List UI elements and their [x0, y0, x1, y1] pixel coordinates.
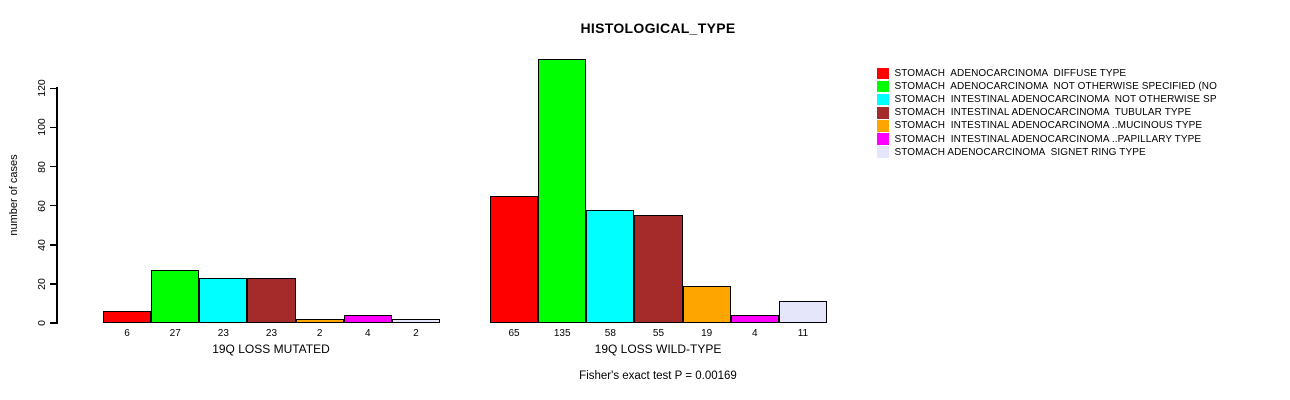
legend-label: STOMACH INTESTINAL ADENOCARCINOMA NOT OT… [894, 94, 1217, 106]
legend-item: STOMACH INTESTINAL ADENOCARCINOMA NOT OT… [877, 93, 1217, 106]
y-tick-label: 20 [36, 278, 48, 290]
bar [682, 285, 731, 323]
legend-label: STOMACH ADENOCARCINOMA NOT OTHERWISE SPE… [894, 81, 1217, 93]
bar-value-label: 2 [316, 328, 323, 339]
legend-label: STOMACH INTESTINAL ADENOCARCINOMA TUBULA… [894, 107, 1192, 119]
legend-item: STOMACH INTESTINAL ADENOCARCINOMA ..PAPI… [877, 132, 1217, 145]
y-tick-mark [50, 322, 56, 324]
bar [343, 315, 392, 323]
y-axis-line [56, 87, 58, 324]
bar [538, 58, 587, 323]
bar [391, 319, 440, 323]
bar-value-label: 19 [701, 328, 713, 339]
x-group-label-wildtype: 19Q LOSS WILD-TYPE [594, 342, 722, 356]
legend-item: STOMACH ADENOCARCINOMA DIFFUSE TYPE [877, 67, 1217, 80]
legend-label: STOMACH INTESTINAL ADENOCARCINOMA ..MUCI… [894, 120, 1203, 132]
bar-value-label: 6 [124, 328, 130, 339]
bar [730, 315, 779, 323]
y-tick-mark [50, 204, 56, 207]
legend-color-swatch [877, 107, 889, 119]
legend-color-swatch [877, 93, 889, 106]
bar [586, 209, 635, 323]
y-tick-label: 120 [36, 79, 48, 98]
legend-item: STOMACH INTESTINAL ADENOCARCINOMA TUBULA… [877, 106, 1217, 119]
bar [103, 311, 152, 323]
bar-value-label: 2 [413, 328, 419, 339]
bar-value-label: 65 [508, 328, 520, 339]
y-tick-label: 0 [36, 320, 48, 326]
bar [490, 195, 539, 323]
legend-label: STOMACH INTESTINAL ADENOCARCINOMA ..PAPI… [894, 133, 1202, 145]
fishers-test-caption: Fisher's exact test P = 0.00169 [579, 370, 737, 382]
bar-value-label: 23 [217, 328, 229, 339]
legend-color-swatch [877, 120, 889, 132]
bar-value-label: 23 [265, 328, 278, 339]
legend-color-swatch [877, 80, 889, 93]
y-tick-label: 60 [36, 199, 48, 212]
legend-label: STOMACH ADENOCARCINOMA SIGNET RING TYPE [894, 146, 1146, 158]
legend-item: STOMACH ADENOCARCINOMA NOT OTHERWISE SPE… [877, 80, 1217, 93]
bar [295, 319, 344, 323]
y-tick-mark [50, 165, 56, 168]
y-tick-mark [50, 126, 56, 129]
y-tick-label: 80 [36, 160, 48, 173]
y-tick-label: 100 [36, 118, 48, 137]
y-tick-label: 40 [36, 238, 48, 251]
bar [634, 215, 683, 323]
bar [151, 270, 200, 323]
bar-value-label: 4 [751, 328, 758, 339]
y-tick-mark [50, 87, 56, 90]
bar [199, 278, 248, 323]
y-tick-mark [50, 244, 56, 246]
bar-value-label: 55 [652, 328, 665, 339]
bar-value-label: 4 [364, 328, 371, 339]
legend-color-swatch [877, 146, 889, 158]
bar-value-label: 135 [553, 328, 571, 339]
bar [778, 301, 827, 323]
legend-item: STOMACH INTESTINAL ADENOCARCINOMA ..MUCI… [877, 119, 1217, 132]
bar-value-label: 58 [604, 328, 616, 339]
legend: STOMACH ADENOCARCINOMA DIFFUSE TYPE STOMA… [877, 67, 1217, 159]
bar-value-label: 27 [169, 328, 181, 339]
bar [247, 278, 296, 323]
x-group-label-mutated: 19Q LOSS MUTATED [212, 342, 330, 356]
legend-color-swatch [877, 133, 889, 145]
legend-item: STOMACH ADENOCARCINOMA SIGNET RING TYPE [877, 146, 1217, 159]
chart-title: HISTOLOGICAL_TYPE [580, 20, 736, 36]
bar-value-label: 11 [797, 328, 809, 339]
y-tick-mark [50, 283, 56, 285]
legend-color-swatch [877, 67, 889, 80]
legend-label: STOMACH ADENOCARCINOMA DIFFUSE TYPE [894, 68, 1127, 80]
y-axis-label: number of cases [8, 154, 20, 236]
